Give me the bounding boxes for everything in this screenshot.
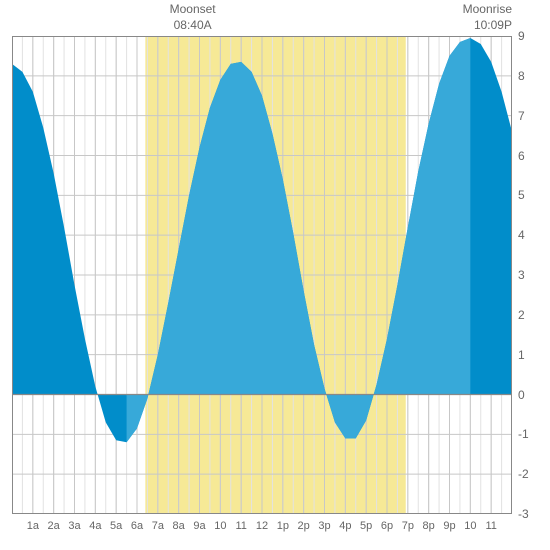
x-tick-label: 8a: [173, 520, 185, 532]
x-tick-label: 4a: [89, 520, 101, 532]
y-tick-label: 5: [518, 188, 525, 202]
x-tick-label: 6p: [381, 520, 393, 532]
x-tick-label: 12: [256, 520, 268, 532]
tide-chart: Moonset 08:40A Moonrise 10:09P -3-2-1012…: [0, 0, 550, 550]
x-tick-label: 9a: [193, 520, 205, 532]
x-tick-label: 9p: [443, 520, 455, 532]
y-tick-label: 1: [518, 348, 525, 362]
y-tick-label: 8: [518, 69, 525, 83]
y-tick-label: 4: [518, 228, 525, 242]
x-tick-label: 7a: [152, 520, 164, 532]
y-tick-label: 0: [518, 388, 525, 402]
x-tick-label: 5a: [110, 520, 122, 532]
y-tick-label: 7: [518, 109, 525, 123]
x-tick-label: 8p: [423, 520, 435, 532]
y-tick-label: 6: [518, 149, 525, 163]
x-tick-label: 2p: [298, 520, 310, 532]
y-tick-label: 2: [518, 308, 525, 322]
y-tick-label: -2: [518, 467, 529, 481]
x-tick-label: 10: [214, 520, 226, 532]
x-tick-label: 3p: [318, 520, 330, 532]
x-tick-label: 6a: [131, 520, 143, 532]
x-tick-label: 7p: [402, 520, 414, 532]
x-tick-label: 11: [235, 520, 246, 532]
x-tick-label: 2a: [48, 520, 60, 532]
x-tick-label: 10: [464, 520, 476, 532]
moonset-label: Moonset 08:40A: [163, 2, 223, 33]
x-tick-label: 1a: [27, 520, 39, 532]
y-tick-label: -3: [518, 507, 529, 521]
x-tick-label: 1p: [277, 520, 289, 532]
x-tick-label: 11: [485, 520, 496, 532]
chart-plot-area: [12, 36, 512, 514]
moonrise-label: Moonrise 10:09P: [452, 2, 512, 33]
y-tick-label: -1: [518, 427, 529, 441]
y-tick-label: 3: [518, 268, 525, 282]
x-tick-label: 4p: [339, 520, 351, 532]
x-tick-label: 3a: [68, 520, 80, 532]
y-tick-label: 9: [518, 29, 525, 43]
x-tick-label: 5p: [360, 520, 372, 532]
